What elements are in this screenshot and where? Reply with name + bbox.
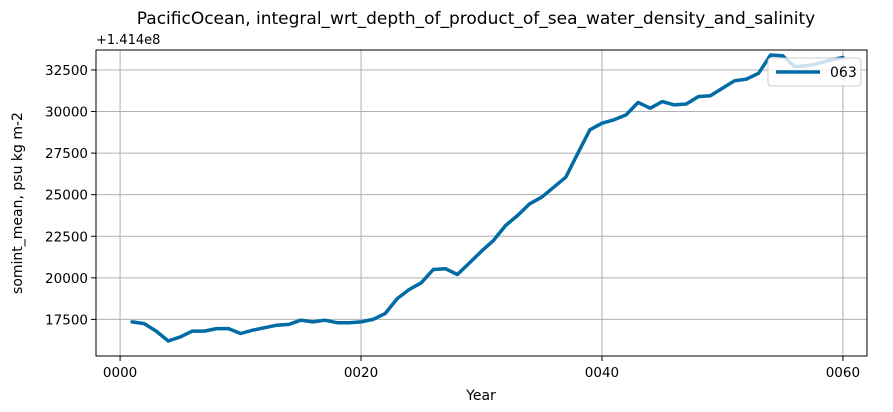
series-line-063 bbox=[130, 53, 845, 343]
x-tick-label: 0020 bbox=[344, 365, 378, 381]
y-tick-label: 20000 bbox=[45, 271, 88, 287]
x-axis-label: Year bbox=[465, 388, 496, 404]
y-axis-label: somint_mean, psu kg m-2 bbox=[10, 112, 26, 294]
y-tick-label: 32500 bbox=[45, 63, 88, 79]
x-tick-label: 0000 bbox=[103, 365, 137, 381]
y-axis-offset-label: +1.414e8 bbox=[96, 33, 160, 48]
y-tick-label: 22500 bbox=[45, 229, 88, 245]
y-tick-label: 27500 bbox=[45, 146, 88, 162]
plot-frame bbox=[95, 49, 868, 357]
y-tick-label: 30000 bbox=[45, 105, 88, 121]
chart-title: PacificOcean, integral_wrt_depth_of_prod… bbox=[137, 9, 815, 29]
legend-entry-label: 063 bbox=[830, 65, 857, 81]
series-layer bbox=[130, 53, 845, 343]
legend: 063 bbox=[767, 57, 862, 87]
x-tick-label: 0060 bbox=[826, 365, 860, 381]
y-tick-label: 25000 bbox=[45, 188, 88, 204]
x-tick-label: 0040 bbox=[585, 365, 619, 381]
y-axis-ticks: 17500 20000 22500 25000 27500 30000 32500 bbox=[45, 63, 96, 328]
y-tick-label: 17500 bbox=[45, 312, 88, 328]
grid bbox=[96, 50, 867, 356]
x-axis-ticks: 0000 0020 0040 0060 bbox=[103, 356, 860, 381]
